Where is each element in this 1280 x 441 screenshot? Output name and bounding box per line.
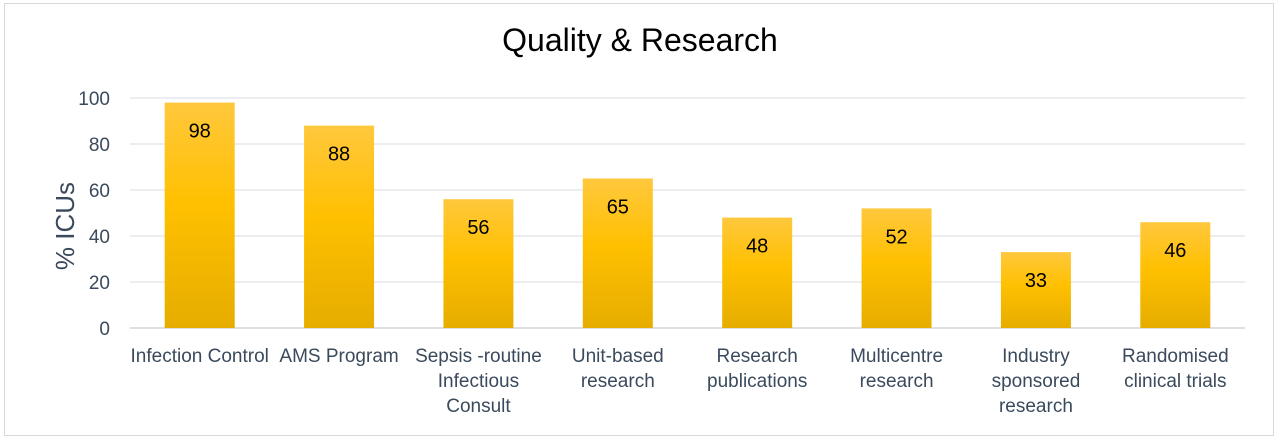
y-tick-label: 40 bbox=[89, 227, 110, 248]
y-tick-label: 0 bbox=[99, 319, 110, 340]
category-labels: Infection Control AMS Program Sepsis -rout… bbox=[131, 346, 1229, 417]
data-label: 52 bbox=[885, 226, 907, 248]
category-label: Multicentre research bbox=[850, 346, 943, 392]
category-label: Infection Control bbox=[131, 346, 269, 367]
data-label: 56 bbox=[467, 217, 489, 239]
chart-title: Quality & Research bbox=[502, 22, 778, 58]
bar bbox=[861, 208, 932, 328]
data-label: 98 bbox=[189, 121, 211, 143]
data-labels: 98 88 56 65 48 52 33 46 bbox=[189, 121, 1187, 293]
bars bbox=[164, 102, 1211, 328]
y-axis-label: % ICUs bbox=[50, 182, 80, 270]
data-label: 65 bbox=[607, 197, 629, 219]
bar bbox=[304, 125, 375, 328]
bar bbox=[164, 102, 235, 328]
category-label: Randomised clinical trials bbox=[1122, 346, 1229, 392]
bar bbox=[722, 217, 793, 328]
bar bbox=[443, 199, 514, 328]
gridlines bbox=[130, 97, 1245, 329]
y-axis-ticks: 0 20 40 60 80 100 bbox=[78, 89, 110, 340]
y-tick-label: 20 bbox=[89, 273, 110, 294]
data-label: 88 bbox=[328, 144, 350, 166]
y-tick-label: 80 bbox=[89, 135, 110, 156]
category-label: Sepsis -routine Infectious Consult bbox=[415, 346, 542, 417]
data-label: 48 bbox=[746, 236, 768, 258]
data-label: 46 bbox=[1164, 240, 1186, 262]
data-label: 33 bbox=[1025, 270, 1047, 292]
y-tick-label: 100 bbox=[78, 89, 110, 110]
category-label: Research publications bbox=[707, 346, 807, 392]
bar bbox=[582, 178, 653, 328]
y-tick-label: 60 bbox=[89, 181, 110, 202]
category-label: Unit-based research bbox=[572, 346, 664, 392]
category-label: Industry sponsored research bbox=[992, 346, 1081, 417]
bar bbox=[1140, 222, 1211, 328]
bar bbox=[1000, 252, 1071, 328]
category-label: AMS Program bbox=[279, 346, 398, 367]
